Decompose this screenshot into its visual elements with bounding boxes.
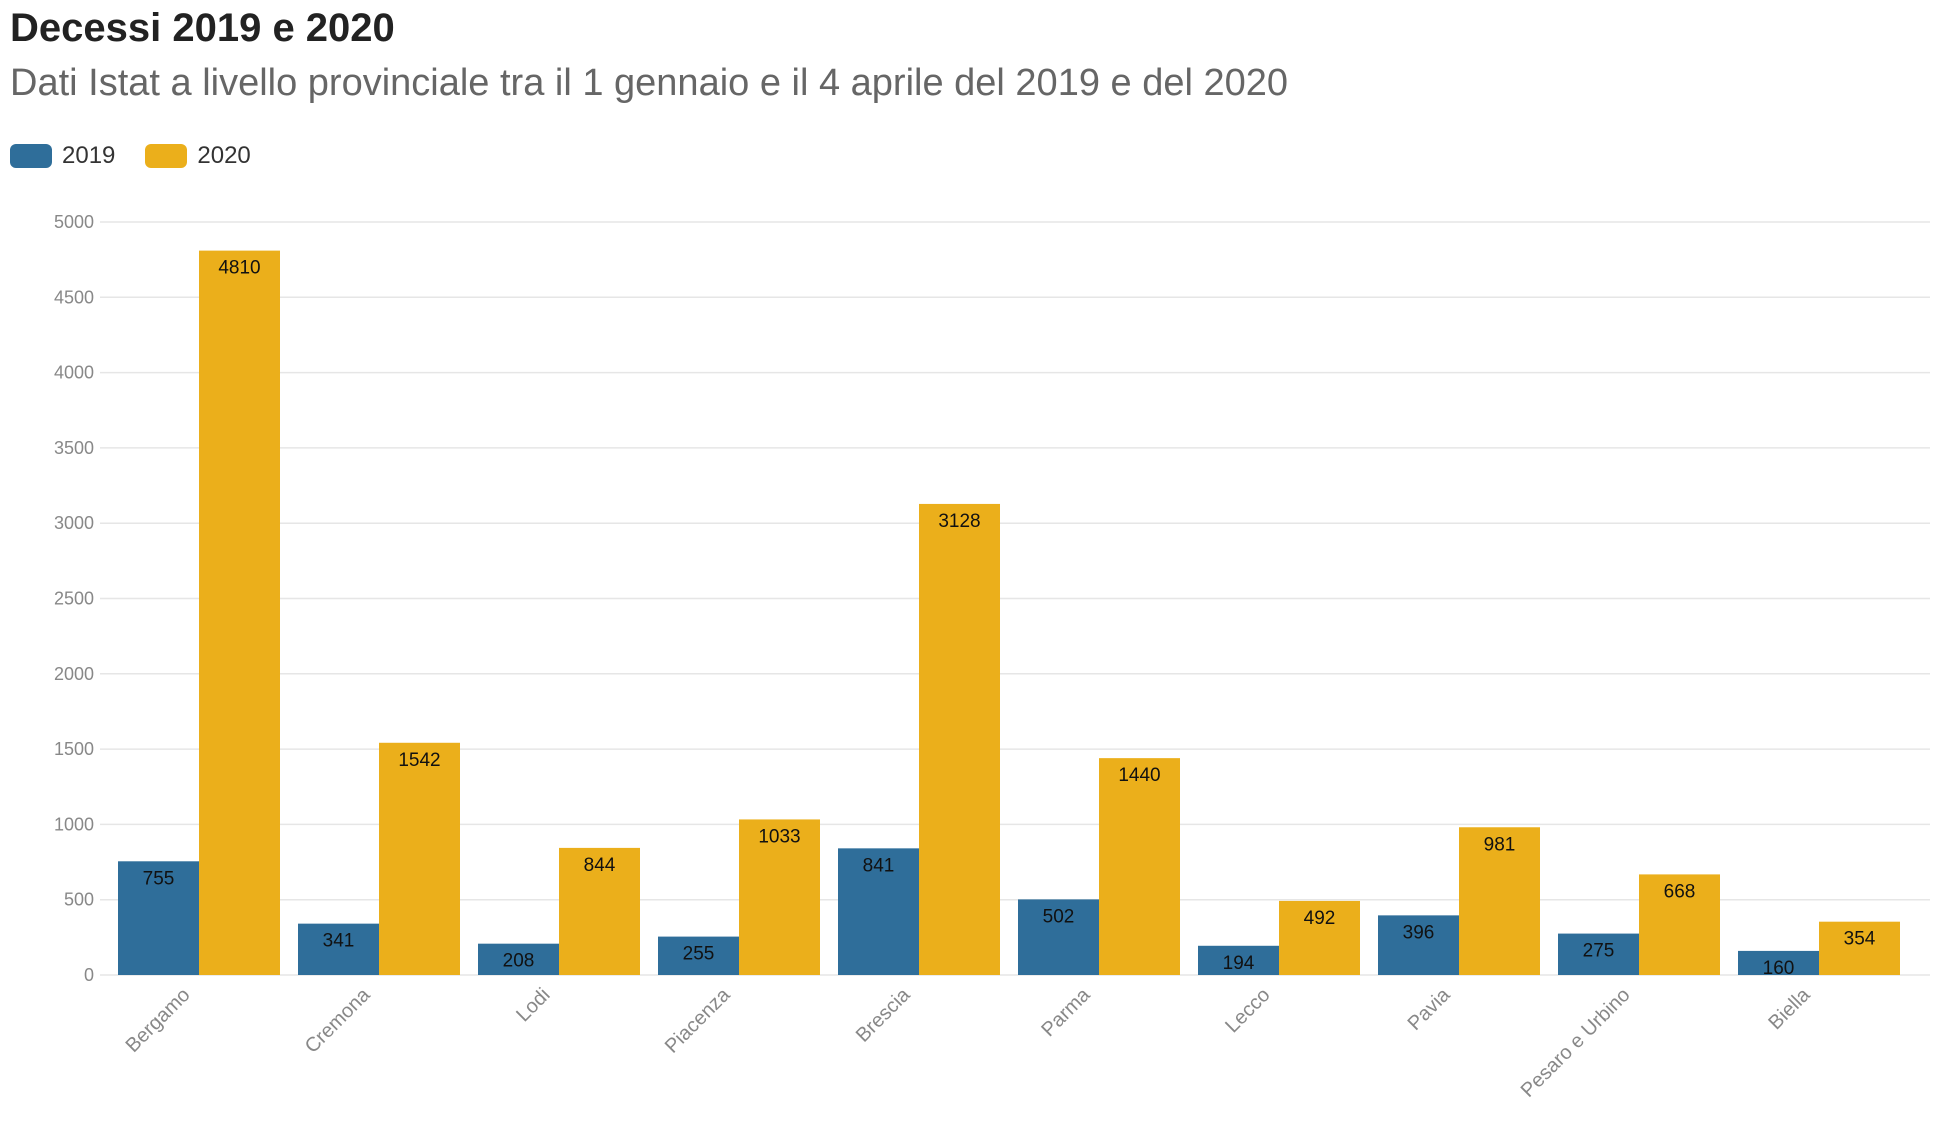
data-label: 255 bbox=[683, 944, 715, 965]
legend-label-2020: 2020 bbox=[197, 142, 251, 169]
data-label: 844 bbox=[584, 855, 616, 876]
bar-2020 bbox=[1279, 900, 1360, 975]
y-tick-label: 3000 bbox=[54, 513, 94, 533]
bar-2019 bbox=[1558, 933, 1639, 975]
y-tick-label: 4500 bbox=[54, 287, 94, 307]
data-label: 208 bbox=[503, 951, 535, 972]
x-tick-label: Pesaro e Urbino bbox=[1517, 984, 1635, 1102]
data-label: 3128 bbox=[938, 511, 980, 532]
y-tick-label: 2000 bbox=[54, 664, 94, 684]
legend-item-2019[interactable]: 2019 bbox=[10, 142, 115, 170]
bar-2020 bbox=[739, 819, 820, 975]
x-tick-label: Biella bbox=[1764, 983, 1815, 1034]
data-label: 841 bbox=[863, 855, 895, 876]
data-label: 981 bbox=[1484, 834, 1516, 855]
bar-2020 bbox=[1099, 758, 1180, 975]
chart-subtitle: Dati Istat a livello provinciale tra il … bbox=[10, 62, 1289, 104]
bar-2020 bbox=[379, 742, 460, 975]
x-tick-label: Lecco bbox=[1221, 984, 1274, 1037]
data-label: 275 bbox=[1583, 941, 1615, 962]
bar-2020 bbox=[919, 503, 1000, 975]
bar-2019 bbox=[1198, 945, 1279, 975]
x-tick-label: Piacenza bbox=[661, 983, 735, 1057]
bar-2020 bbox=[1639, 874, 1720, 975]
data-label: 1440 bbox=[1118, 765, 1160, 786]
chart-title: Decessi 2019 e 2020 bbox=[10, 6, 395, 50]
legend: 2019 2020 bbox=[10, 142, 251, 170]
bar-2020 bbox=[559, 847, 640, 975]
bar-2019 bbox=[1738, 950, 1819, 975]
y-tick-label: 1500 bbox=[54, 739, 94, 759]
data-label: 194 bbox=[1223, 953, 1255, 974]
bar-2019 bbox=[298, 923, 379, 975]
bar-2020 bbox=[199, 250, 280, 975]
x-tick-label: Bergamo bbox=[122, 984, 195, 1057]
legend-swatch-2020 bbox=[145, 144, 188, 168]
data-label: 668 bbox=[1664, 881, 1696, 902]
y-tick-label: 3500 bbox=[54, 438, 94, 458]
y-tick-label: 1000 bbox=[54, 814, 94, 834]
data-label: 354 bbox=[1844, 929, 1876, 950]
bar-2019 bbox=[1378, 915, 1459, 975]
legend-item-2020[interactable]: 2020 bbox=[145, 142, 251, 170]
data-label: 4810 bbox=[218, 258, 260, 279]
bar-2019 bbox=[478, 943, 559, 975]
legend-label-2019: 2019 bbox=[62, 142, 116, 169]
legend-swatch-2019 bbox=[10, 144, 52, 168]
data-label: 341 bbox=[323, 931, 355, 952]
y-tick-label: 500 bbox=[64, 890, 94, 910]
y-tick-label: 4000 bbox=[54, 363, 94, 383]
data-label: 1542 bbox=[398, 750, 440, 771]
bar-2019 bbox=[838, 848, 919, 975]
bar-2019 bbox=[1018, 899, 1099, 975]
data-label: 396 bbox=[1403, 922, 1435, 943]
x-tick-label: Pavia bbox=[1404, 983, 1456, 1035]
x-tick-label: Parma bbox=[1037, 983, 1095, 1041]
y-tick-label: 5000 bbox=[54, 212, 94, 232]
data-label: 160 bbox=[1763, 958, 1795, 979]
data-label: 1033 bbox=[758, 826, 800, 847]
bar-2020 bbox=[1459, 827, 1540, 975]
x-tick-label: Brescia bbox=[852, 983, 915, 1046]
bar-2019 bbox=[658, 936, 739, 975]
bar-2020 bbox=[1819, 921, 1900, 975]
x-tick-label: Lodi bbox=[512, 984, 554, 1026]
x-tick-label: Cremona bbox=[301, 983, 375, 1057]
data-label: 502 bbox=[1043, 906, 1075, 927]
data-label: 755 bbox=[143, 868, 175, 889]
bar-2019 bbox=[118, 861, 199, 975]
data-label: 492 bbox=[1304, 908, 1336, 929]
y-tick-label: 0 bbox=[84, 965, 94, 985]
y-tick-label: 2500 bbox=[54, 589, 94, 609]
